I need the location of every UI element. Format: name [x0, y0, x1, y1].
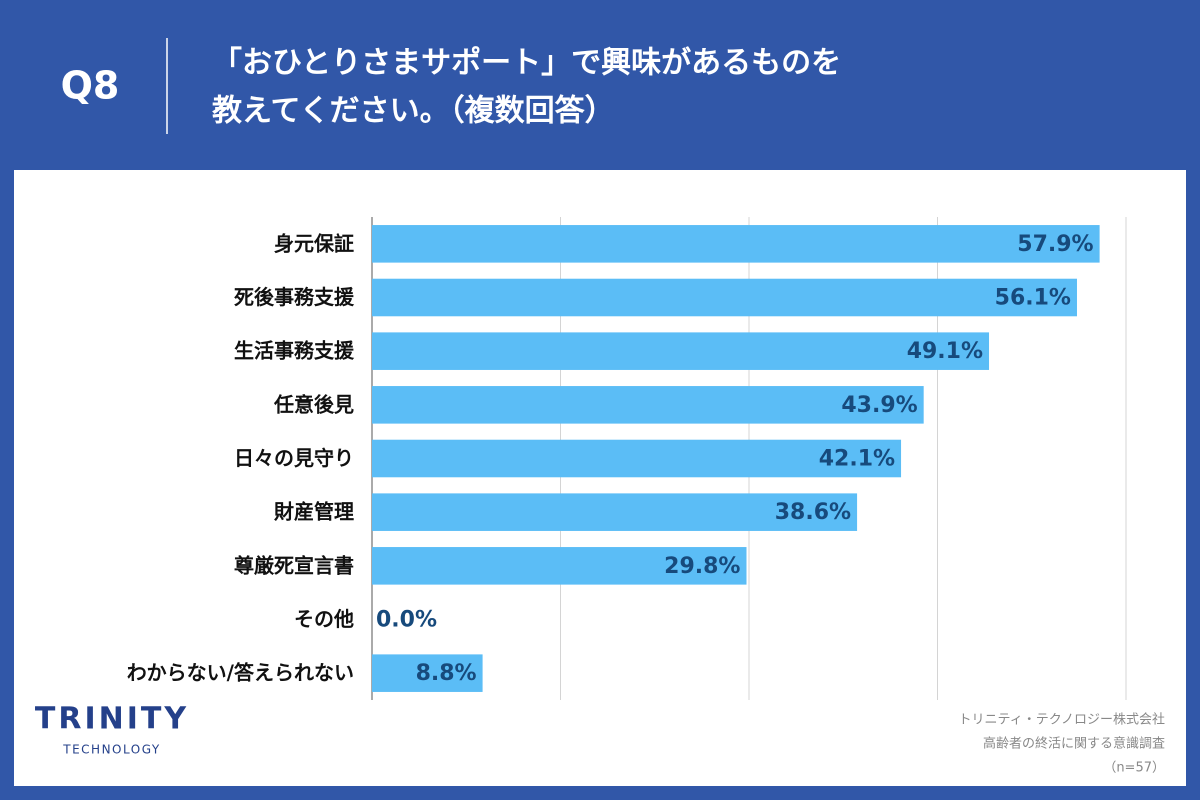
bar	[372, 547, 747, 585]
bar	[372, 386, 924, 424]
value-label: 56.1%	[995, 286, 1071, 311]
bar	[372, 439, 902, 478]
category-label: 身元保証	[274, 231, 354, 255]
value-label: 38.6%	[775, 500, 851, 525]
bar	[372, 278, 1077, 317]
category-label: 尊厳死宣言書	[234, 553, 354, 577]
bar	[372, 225, 1100, 263]
bar	[372, 654, 483, 692]
source: トリニティ・テクノロジー株式会社	[959, 712, 1165, 728]
question-number: Q8	[61, 64, 120, 108]
category-label: わからない/答えられない	[127, 661, 354, 685]
value-label: 29.8%	[664, 554, 740, 579]
bar	[372, 493, 858, 531]
category-label: その他	[294, 607, 354, 631]
title-line: 「おひとりさまサポート」で興味があるものを	[212, 46, 841, 81]
value-label: 57.9%	[1017, 232, 1093, 257]
bar	[372, 332, 990, 370]
category-label: 財産管理	[274, 500, 354, 524]
value-label: 43.9%	[841, 393, 917, 418]
category-label: 生活事務支援	[234, 339, 355, 363]
value-label: 0.0%	[376, 608, 437, 633]
logo: TRINITY	[35, 702, 189, 737]
category-label: 死後事務支援	[234, 285, 355, 309]
value-label: 8.8%	[416, 661, 477, 686]
title-line: 教えてください。（複数回答）	[212, 94, 615, 129]
panel	[14, 170, 1186, 786]
value-label: 49.1%	[907, 339, 983, 364]
source: 高齢者の終活に関する意識調査	[983, 736, 1165, 752]
category-label: 日々の見守り	[234, 446, 354, 470]
source: （n=57）	[1103, 761, 1165, 776]
value-label: 42.1%	[819, 447, 895, 472]
category-label: 任意後見	[273, 392, 354, 416]
logo-sub: TECHNOLOGY	[62, 743, 160, 757]
